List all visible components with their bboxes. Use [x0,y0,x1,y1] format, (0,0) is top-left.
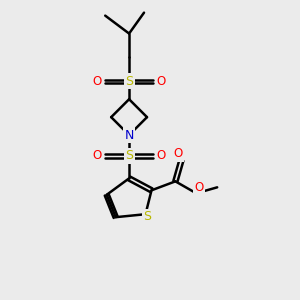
Text: O: O [157,75,166,88]
Text: S: S [143,210,151,223]
Text: N: N [124,129,134,142]
Text: S: S [125,75,133,88]
Text: O: O [174,147,183,161]
Text: O: O [92,75,101,88]
Text: O: O [92,149,101,163]
Text: O: O [157,149,166,163]
Text: O: O [194,182,203,194]
Text: S: S [125,149,133,163]
